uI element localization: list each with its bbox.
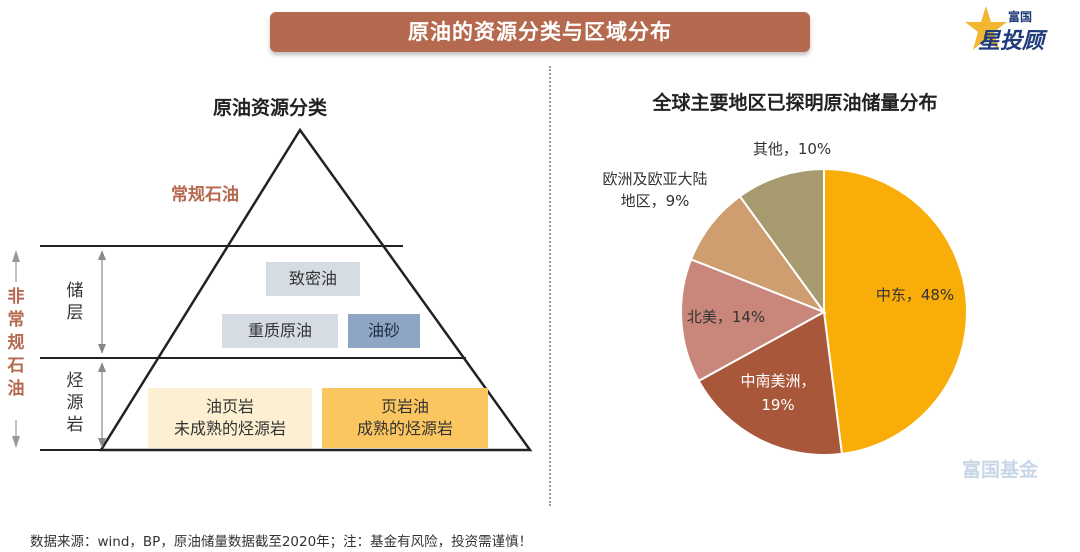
pie-label-south-america-1: 中南美洲， — [740, 372, 815, 390]
shale-oil-desc: 成熟的烃源岩 — [356, 419, 453, 438]
conventional-oil-label: 常规石油 — [171, 185, 239, 205]
logo-main-text: 星投顾 — [978, 29, 1045, 54]
panel-divider — [549, 66, 551, 506]
shale-oil-box: 页岩油 成熟的烃源岩 — [322, 388, 488, 448]
pyramid-title: 原油资源分类 — [212, 97, 327, 119]
pie-slice-middle-east — [823, 167, 968, 455]
pie-slice-south-america — [697, 310, 844, 456]
oil-shale-desc: 未成熟的烃源岩 — [173, 419, 286, 438]
brand-logo: 富国 星投顾 — [964, 4, 1064, 56]
pie-slice-europe — [689, 194, 827, 315]
page-title: 原油的资源分类与区域分布 — [270, 12, 810, 52]
watermark-text: 富国基金 — [962, 459, 1039, 481]
reservoir-label: 储层 — [66, 281, 84, 323]
pie-label-south-america-2: 19% — [761, 396, 794, 414]
unconventional-oil-label: 非常规石油 — [7, 287, 25, 399]
heavy-oil-box: 重质原油 — [222, 314, 338, 348]
pie-label-europe-2: 地区，9% — [621, 192, 690, 210]
pie-chart: 中东，48% 中南美洲， 19% 北美，14% 欧洲及欧亚大陆 地区，9% 其他… — [602, 140, 968, 456]
oil-shale-box: 油页岩 未成熟的烃源岩 — [148, 388, 312, 448]
oil-sand-box: 油砂 — [348, 314, 420, 348]
pie-label-north-america: 北美，14% — [687, 308, 765, 326]
source-rock-label: 烃源岩 — [66, 371, 84, 435]
pie-label-europe-1: 欧洲及欧亚大陆 — [602, 170, 707, 188]
tight-oil-box: 致密油 — [266, 262, 360, 296]
pie-slice-other — [738, 167, 825, 316]
logo-top-text: 富国 — [1008, 10, 1033, 24]
star-icon — [965, 6, 1007, 50]
oil-shale-title: 油页岩 — [205, 397, 254, 416]
shale-oil-title: 页岩油 — [380, 397, 429, 416]
pie-label-middle-east: 中东，48% — [876, 286, 954, 304]
pie-label-other: 其他，10% — [753, 140, 831, 158]
pie-slice-north-america — [680, 258, 827, 383]
pie-chart-title: 全球主要地区已探明原油储量分布 — [652, 92, 938, 114]
footnote: 数据来源：wind，BP，原油储量数据截至2020年；注：基金有风险，投资需谨慎… — [30, 534, 533, 550]
